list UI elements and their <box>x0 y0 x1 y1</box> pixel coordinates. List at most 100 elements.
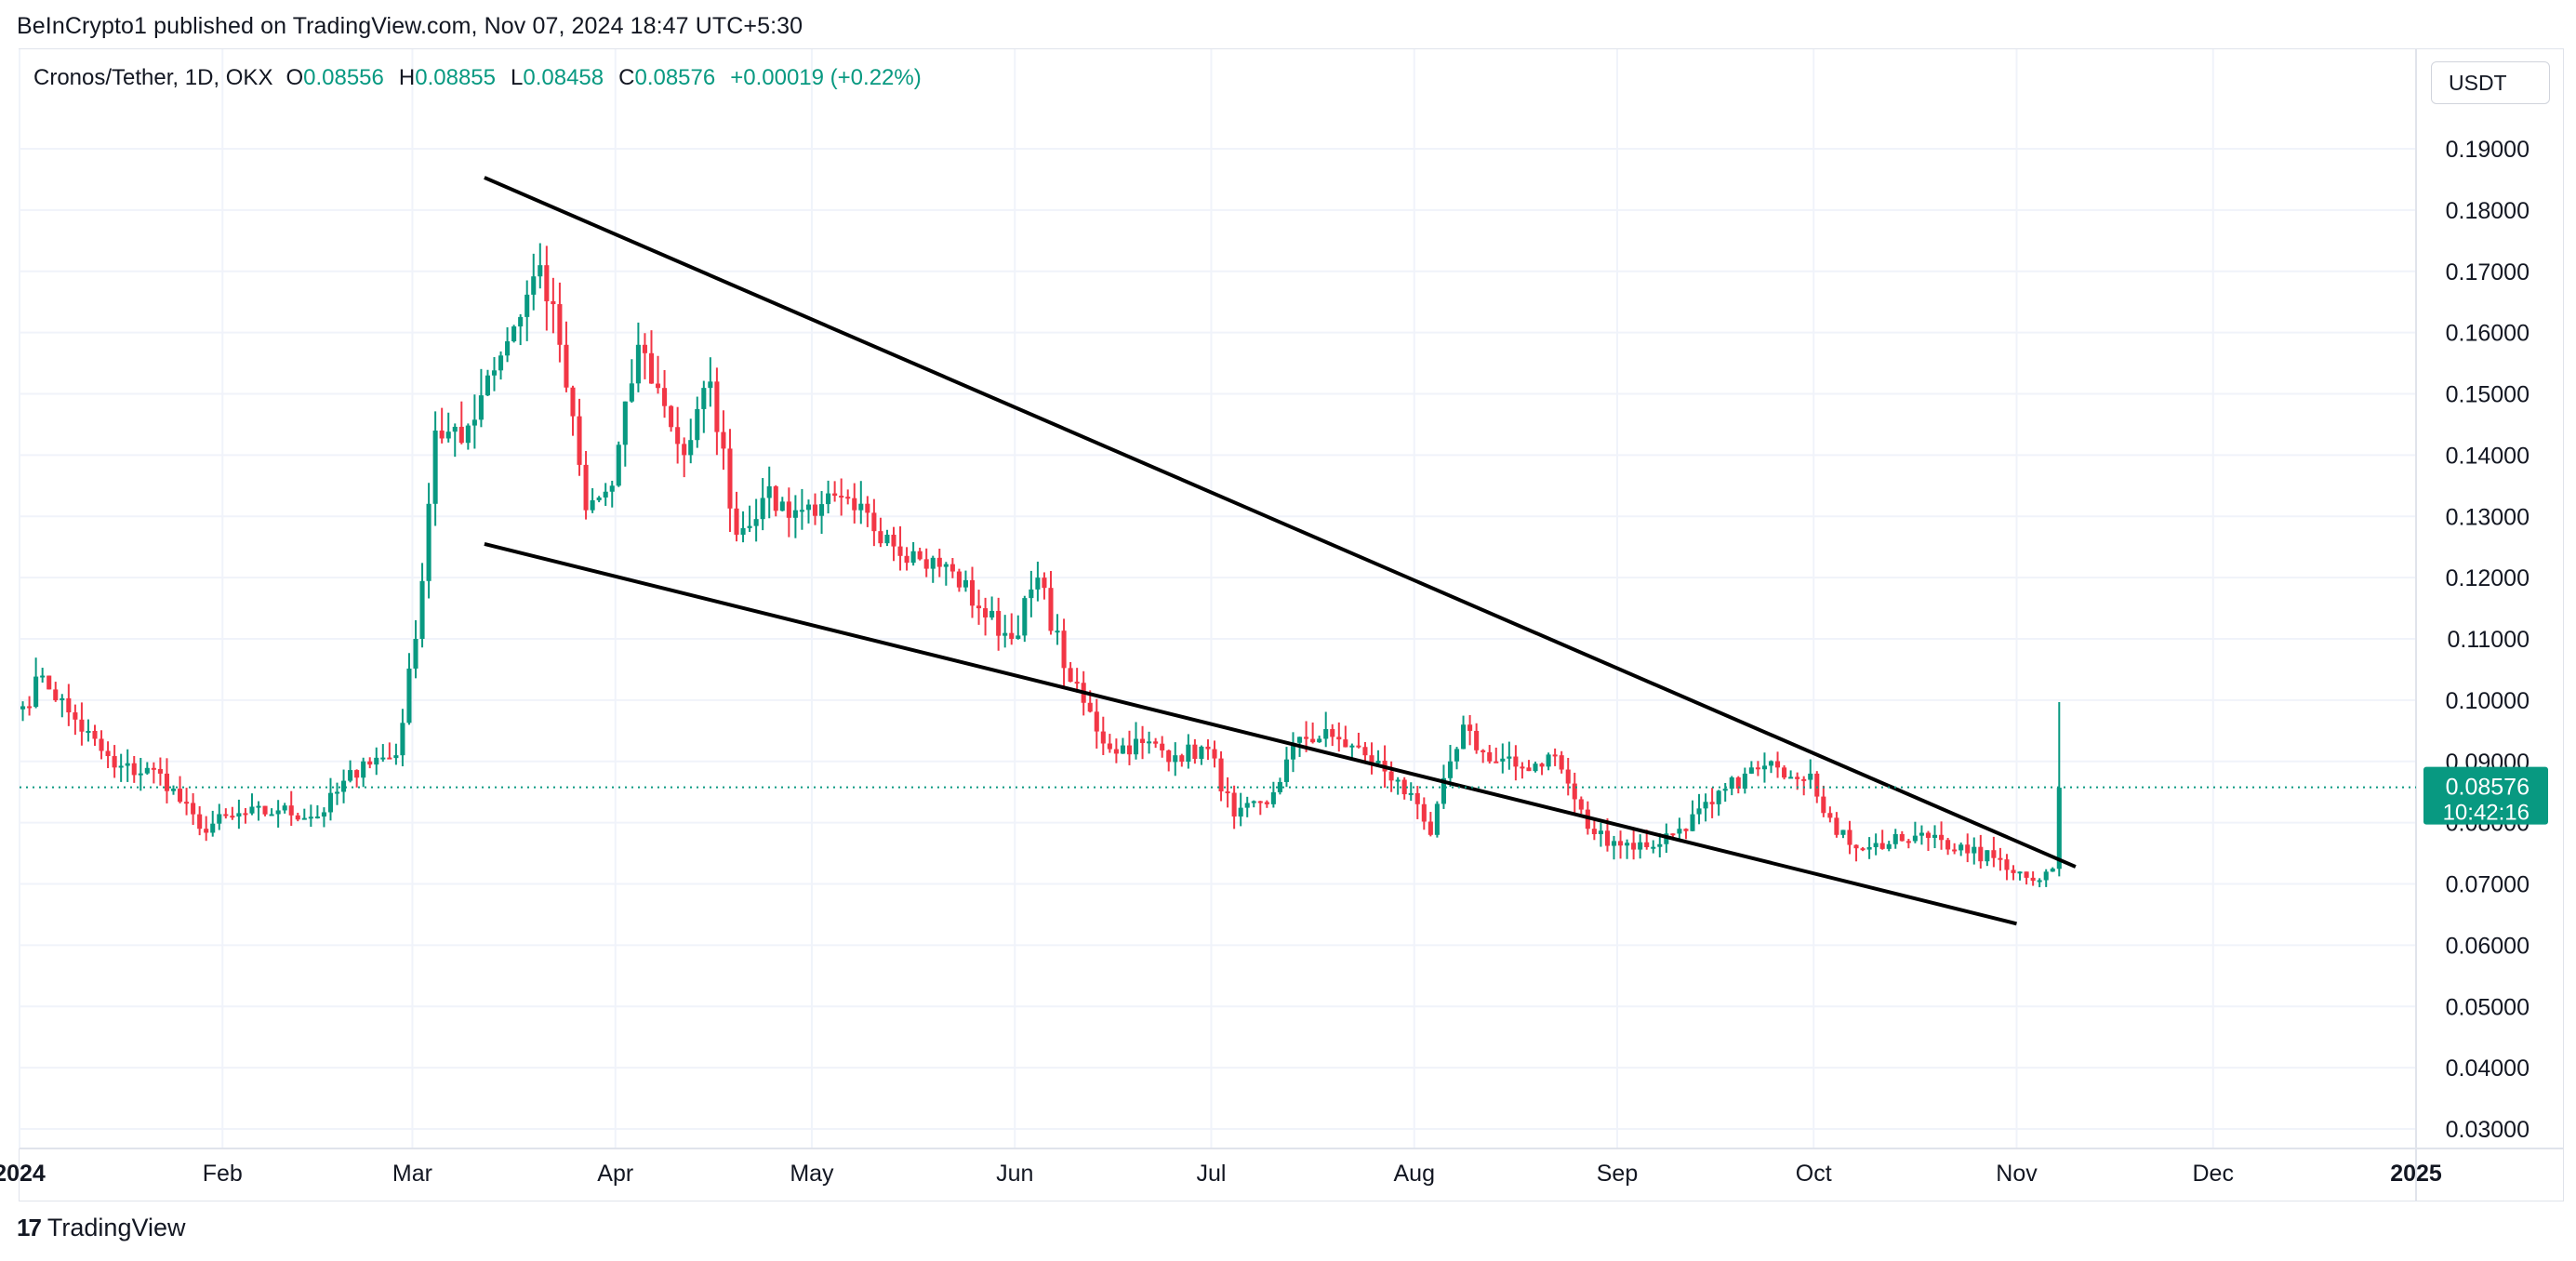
tradingview-brand: TradingView <box>46 1214 186 1241</box>
candle-body <box>1461 724 1467 750</box>
candle-body <box>1343 739 1348 748</box>
candle-body <box>1729 777 1734 790</box>
candle-body <box>131 763 137 776</box>
candle-body <box>1899 833 1905 842</box>
candle-body <box>1362 747 1368 756</box>
candle-body <box>917 551 923 560</box>
currency-selector[interactable]: USDT <box>2431 61 2550 104</box>
candle-body <box>1323 729 1329 739</box>
price-tick-label: 0.16000 <box>2446 321 2530 347</box>
candle-body <box>33 676 39 708</box>
open-value: 0.08556 <box>303 65 384 90</box>
candle-body <box>445 431 451 439</box>
candle-body <box>682 444 687 456</box>
candle-body <box>1395 779 1401 782</box>
candle-body <box>1055 630 1060 633</box>
candle-body <box>1421 803 1427 822</box>
candle-body <box>1853 844 1859 849</box>
time-tick-label: Dec <box>2192 1161 2233 1187</box>
candle-body <box>1768 761 1774 766</box>
candle-body <box>1985 850 1990 862</box>
candle-body <box>1042 577 1047 589</box>
candle-body <box>1860 848 1866 851</box>
price-tick-label: 0.15000 <box>2446 382 2530 408</box>
candle-body <box>819 504 825 516</box>
candle-body <box>1074 682 1080 684</box>
time-axis: 2024 Feb Mar Apr May Jun Jul Aug Sep Oct Nov Dec 202… <box>0 1161 2442 1187</box>
symbol-label[interactable]: Cronos/Tether, 1D, OKX <box>33 65 273 90</box>
candle-body <box>217 814 222 824</box>
trendline-upper[interactable] <box>484 176 2077 869</box>
candle-body <box>943 564 949 567</box>
candle-body <box>1978 846 1984 862</box>
candle-body <box>779 501 785 511</box>
candle-body <box>27 706 33 709</box>
candle-body <box>1199 746 1204 760</box>
candle-body <box>1755 767 1760 770</box>
candle-body <box>852 498 857 511</box>
candle-body <box>419 580 425 639</box>
candle-body <box>2030 877 2036 882</box>
candle-body <box>79 719 85 732</box>
candle-body <box>1277 781 1282 792</box>
candle-body <box>348 770 353 781</box>
candle-body <box>1722 789 1728 791</box>
candle-body <box>989 610 995 617</box>
candle-body <box>1147 741 1152 744</box>
candle-body <box>603 491 608 498</box>
candle-body <box>1598 830 1603 834</box>
candle-body <box>1879 843 1885 849</box>
candle-body <box>949 564 955 572</box>
candle-body <box>301 817 307 820</box>
last-price-tag[interactable] <box>2423 766 2548 825</box>
candle-body <box>53 689 59 701</box>
tradingview-footer[interactable]: 17 TradingView <box>17 1214 186 1242</box>
candle-body <box>675 427 681 445</box>
candle-body <box>367 761 373 765</box>
candle-body <box>1238 807 1243 817</box>
time-tick-label: Oct <box>1796 1161 1832 1187</box>
candle-body <box>832 493 838 497</box>
candle-body <box>1782 767 1787 778</box>
candle-body <box>1113 749 1119 754</box>
candle-body <box>1434 803 1440 835</box>
candle-body <box>505 341 511 356</box>
candle-body <box>648 352 655 384</box>
time-tick-label: Aug <box>1393 1161 1434 1187</box>
candle-body <box>1494 761 1499 763</box>
candle-body <box>1683 829 1689 831</box>
candle-body <box>1814 773 1820 797</box>
candle-body <box>1604 830 1611 846</box>
low-key: L <box>511 65 524 90</box>
time-tick-label: Feb <box>203 1161 243 1187</box>
price-tick-label: 0.17000 <box>2446 259 2530 285</box>
candle-body <box>1349 745 1355 748</box>
candle-body <box>773 485 778 511</box>
candle-body <box>616 445 621 486</box>
candle-body <box>177 789 183 803</box>
candle-body <box>1048 588 1054 631</box>
candle-body <box>1068 668 1073 683</box>
candle-body <box>936 557 942 567</box>
candle-body <box>891 535 896 547</box>
candle-body <box>897 546 903 556</box>
candle-body <box>590 499 595 511</box>
candle-body <box>1244 803 1250 808</box>
candle-body <box>1742 773 1747 790</box>
grid <box>19 49 2564 1201</box>
candle-body <box>760 498 765 520</box>
candle-body <box>1631 843 1637 850</box>
candle-body <box>230 816 235 818</box>
candle-body <box>1401 779 1407 795</box>
candle-body <box>471 419 477 426</box>
candle-body <box>1160 743 1165 750</box>
candle-body <box>1283 759 1289 782</box>
price-tick-label: 0.14000 <box>2446 443 2530 469</box>
price-axis: 0.19000 0.18000 0.17000 0.16000 0.15000 0.140… <box>2446 137 2530 1143</box>
time-tick-label: May <box>790 1161 834 1187</box>
trendline-lower[interactable] <box>484 541 2017 926</box>
candle-body <box>1801 778 1807 781</box>
candle-body <box>1912 835 1918 842</box>
candle-body <box>1016 635 1021 639</box>
